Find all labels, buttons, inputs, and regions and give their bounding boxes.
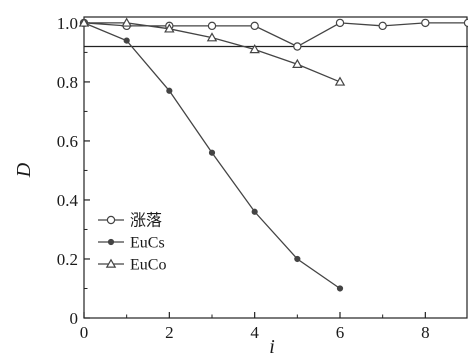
data-point bbox=[78, 17, 90, 27]
series-layer bbox=[78, 17, 468, 292]
legend-label: EuCs bbox=[130, 235, 165, 252]
series-2 bbox=[80, 19, 344, 292]
legend-item: 涨落 bbox=[98, 212, 162, 230]
x-tick-label: 8 bbox=[421, 323, 430, 342]
data-point bbox=[294, 255, 301, 263]
data-point bbox=[207, 21, 217, 31]
legend-marker bbox=[106, 215, 116, 225]
x-tick-label: 0 bbox=[80, 323, 89, 342]
data-point bbox=[334, 76, 346, 86]
legend: 涨落 EuCs EuCo bbox=[98, 212, 166, 274]
y-tick-label: 0.8 bbox=[57, 73, 78, 92]
y-axis-title: D bbox=[13, 162, 35, 178]
data-point bbox=[378, 21, 387, 31]
y-tick-label: 0.2 bbox=[57, 250, 78, 269]
data-point bbox=[251, 208, 258, 215]
x-axis-title: i bbox=[269, 336, 275, 356]
data-point bbox=[421, 18, 430, 28]
legend-label: EuCo bbox=[130, 257, 166, 274]
data-point bbox=[121, 17, 132, 27]
data-point bbox=[166, 87, 173, 94]
data-point bbox=[293, 42, 302, 51]
y-tick-label: 1.0 bbox=[57, 14, 78, 33]
legend-item: EuCs bbox=[98, 235, 165, 252]
legend-marker bbox=[107, 238, 115, 246]
data-point bbox=[336, 285, 344, 292]
ticks-layer: 0 2 4 6 8 0 0.2 0.4 0.6 0.8 1.0 bbox=[57, 14, 430, 342]
series-line bbox=[84, 22, 341, 83]
data-point bbox=[292, 58, 303, 68]
data-point bbox=[249, 44, 260, 54]
series-line bbox=[83, 22, 468, 48]
data-point bbox=[208, 149, 216, 156]
data-point bbox=[206, 32, 218, 42]
legend-item: EuCo bbox=[98, 257, 166, 274]
data-point bbox=[250, 21, 259, 31]
data-point bbox=[335, 18, 345, 28]
data-point bbox=[463, 18, 468, 28]
y-tick-label: 0 bbox=[70, 309, 79, 328]
data-point bbox=[123, 37, 130, 44]
x-tick-label: 2 bbox=[165, 323, 174, 342]
legend-marker bbox=[105, 258, 117, 268]
data-point bbox=[164, 23, 175, 33]
x-tick-label: 6 bbox=[336, 323, 345, 342]
y-tick-label: 0.6 bbox=[57, 132, 78, 151]
legend-label: 涨落 bbox=[130, 212, 162, 230]
x-tick-label: 4 bbox=[250, 323, 259, 342]
y-tick-label: 0.4 bbox=[57, 191, 79, 210]
plot-frame bbox=[83, 16, 468, 319]
series-3 bbox=[78, 17, 346, 86]
